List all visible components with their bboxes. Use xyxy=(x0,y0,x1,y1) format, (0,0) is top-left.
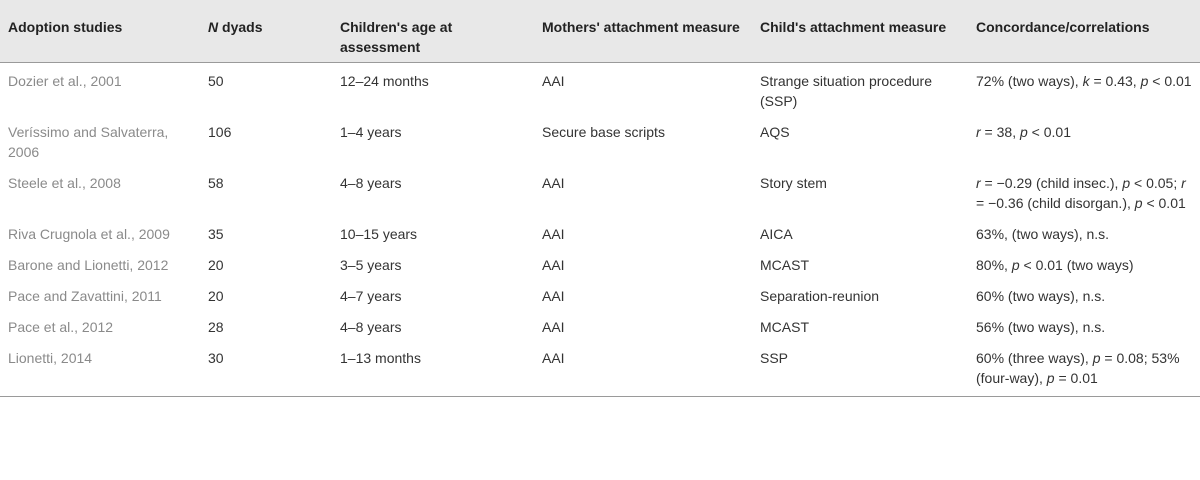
text-segment: 63%, (two ways), n.s. xyxy=(976,226,1110,242)
cell-age: 1–4 years xyxy=(340,124,402,140)
cell-study: Barone and Lionetti, 2012 xyxy=(8,257,169,273)
cell-age: 1–13 months xyxy=(332,340,534,397)
italic-symbol: p xyxy=(1046,370,1055,386)
cell-child-measure: MCAST xyxy=(760,319,809,335)
cell-child-measure: Strange situation procedure (SSP) xyxy=(760,73,932,109)
cell-concordance: 63%, (two ways), n.s. xyxy=(968,216,1200,247)
italic-symbol: p xyxy=(1092,350,1101,366)
text-segment: = 0.08; 53% (four-way), xyxy=(976,350,1180,386)
table-row: Dozier et al., 2001 50 12–24 months AAI Stra… xyxy=(0,63,1200,115)
italic-symbol: p xyxy=(1140,73,1149,89)
header-n-italic: N xyxy=(208,19,219,35)
cell-mother-measure: AAI xyxy=(542,175,565,191)
cell-concordance: r = 38, p < 0.01 xyxy=(968,114,1200,165)
cell-study: Dozier et al., 2001 xyxy=(8,73,122,89)
cell-n-dyads: 28 xyxy=(208,319,224,335)
cell-age: 10–15 years xyxy=(340,226,418,242)
text-segment: 80%, xyxy=(976,257,1012,273)
text-segment: < 0.01 xyxy=(1142,195,1186,211)
text-segment: = −0.36 (child disorgan.), xyxy=(976,195,1135,211)
cell-age: 4–7 years xyxy=(340,288,402,304)
header-study: Adoption studies xyxy=(0,0,200,63)
table-row: Pace and Zavattini, 2011 20 4–7 years AAI Se… xyxy=(0,278,1200,309)
cell-mother-measure: AAI xyxy=(542,288,565,304)
cell-child-measure: Separation-reunion xyxy=(760,288,880,304)
table-row: Riva Crugnola et al., 2009 35 10–15 years A… xyxy=(0,216,1200,247)
italic-symbol: p xyxy=(1011,257,1020,273)
cell-study: Veríssimo and Salvaterra, 2006 xyxy=(8,124,169,160)
cell-mother-measure: AAI xyxy=(542,319,565,335)
italic-symbol: p xyxy=(1134,195,1143,211)
cell-mother-measure: Secure base scripts xyxy=(542,124,665,140)
header-n-dyads: N dyads xyxy=(200,0,332,63)
cell-child-measure: AQS xyxy=(760,124,790,140)
table-row: Barone and Lionetti, 2012 20 3–5 years AAI M… xyxy=(0,247,1200,278)
cell-study: Riva Crugnola et al., 2009 xyxy=(8,226,170,242)
cell-study: Lionetti, 2014 xyxy=(0,340,200,397)
cell-child-measure: Story stem xyxy=(760,175,827,191)
cell-concordance: 60% (three ways), p = 0.08; 53% (four-wa… xyxy=(968,340,1200,397)
cell-n-dyads: 50 xyxy=(208,73,224,89)
cell-mother-measure: AAI xyxy=(542,226,565,242)
cell-n-dyads: 20 xyxy=(208,257,224,273)
table-row: Steele et al., 2008 58 4–8 years AAI Story s… xyxy=(0,165,1200,216)
cell-concordance: r = −0.29 (child insec.), p < 0.05; r = … xyxy=(968,165,1200,216)
text-segment: = −0.29 (child insec.), xyxy=(980,175,1123,191)
adoption-studies-table: Adoption studies N dyads Children's age … xyxy=(0,0,1200,397)
table-row: Pace et al., 2012 28 4–8 years AAI MCAST 56% … xyxy=(0,309,1200,340)
cell-mother-measure: AAI xyxy=(534,340,752,397)
cell-age: 4–8 years xyxy=(340,175,402,191)
header-child-measure: Child's attachment measure xyxy=(752,0,968,63)
text-segment: 60% (two ways), n.s. xyxy=(976,288,1106,304)
cell-child-measure: MCAST xyxy=(760,257,809,273)
table-row: Veríssimo and Salvaterra, 2006 106 1–4 yea… xyxy=(0,114,1200,165)
italic-symbol: r xyxy=(976,124,981,140)
header-age: Children's age at assessment xyxy=(332,0,534,63)
cell-concordance: 80%, p < 0.01 (two ways) xyxy=(968,247,1200,278)
text-segment: = 38, xyxy=(980,124,1020,140)
text-segment: 60% (three ways), xyxy=(976,350,1093,366)
table-body: Dozier et al., 2001 50 12–24 months AAI Stra… xyxy=(0,63,1200,397)
header-row: Adoption studies N dyads Children's age … xyxy=(0,0,1200,63)
cell-n-dyads: 30 xyxy=(200,340,332,397)
cell-study: Pace et al., 2012 xyxy=(8,319,114,335)
cell-age: 12–24 months xyxy=(340,73,429,89)
italic-symbol: p xyxy=(1122,175,1131,191)
cell-age: 3–5 years xyxy=(340,257,402,273)
cell-concordance: 60% (two ways), n.s. xyxy=(968,278,1200,309)
cell-n-dyads: 106 xyxy=(208,124,232,140)
table-row: Lionetti, 2014 30 1–13 months AAI SSP 60% (th… xyxy=(0,340,1200,397)
header-mother-measure: Mothers' attachment measure xyxy=(534,0,752,63)
header-n-rest: dyads xyxy=(218,19,263,35)
cell-concordance: 72% (two ways), k = 0.43, p < 0.01 xyxy=(968,63,1200,115)
cell-concordance: 56% (two ways), n.s. xyxy=(968,309,1200,340)
text-segment: = 0.43, xyxy=(1089,73,1141,89)
cell-child-measure: SSP xyxy=(752,340,968,397)
cell-mother-measure: AAI xyxy=(542,257,565,273)
italic-symbol: r xyxy=(1181,175,1186,191)
cell-mother-measure: AAI xyxy=(542,73,565,89)
cell-child-measure: AICA xyxy=(760,226,793,242)
text-segment: < 0.01 xyxy=(1027,124,1071,140)
italic-symbol: r xyxy=(976,175,981,191)
cell-study: Pace and Zavattini, 2011 xyxy=(8,288,162,304)
italic-symbol: k xyxy=(1082,73,1090,89)
text-segment: 56% (two ways), n.s. xyxy=(976,319,1106,335)
text-segment: 72% (two ways), xyxy=(976,73,1083,89)
cell-age: 4–8 years xyxy=(340,319,402,335)
italic-symbol: p xyxy=(1019,124,1028,140)
text-segment: < 0.01 (two ways) xyxy=(1019,257,1134,273)
header-concordance: Concordance/correlations xyxy=(968,0,1200,63)
cell-n-dyads: 58 xyxy=(208,175,224,191)
text-segment: = 0.01 xyxy=(1054,370,1098,386)
cell-n-dyads: 20 xyxy=(208,288,224,304)
cell-n-dyads: 35 xyxy=(208,226,224,242)
cell-study: Steele et al., 2008 xyxy=(8,175,121,191)
text-segment: < 0.05; xyxy=(1130,175,1182,191)
text-segment: < 0.01 xyxy=(1148,73,1192,89)
